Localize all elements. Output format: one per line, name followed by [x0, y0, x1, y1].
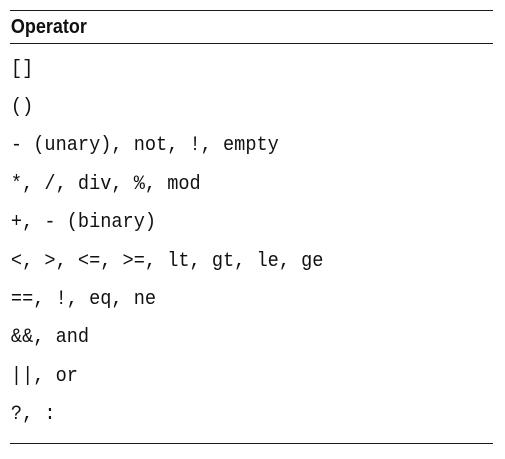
table-row: - (unary), not, !, empty — [10, 127, 493, 165]
operator-text: - (unary), not, !, empty — [10, 134, 279, 158]
top-rule — [10, 10, 493, 11]
operator-rows: [] () - (unary), not, !, empty *, /, div… — [10, 44, 493, 434]
column-header-label: Operator — [10, 15, 87, 38]
operator-text: *, /, div, %, mod — [10, 172, 201, 196]
bottom-rule — [10, 443, 493, 444]
table-row: &&, and — [10, 319, 493, 357]
operator-text: () — [10, 96, 34, 120]
table-row: +, - (binary) — [10, 204, 493, 242]
operator-text: &&, and — [10, 326, 90, 350]
table-row: <, >, <=, >=, lt, gt, le, ge — [10, 242, 493, 280]
operator-text: ==, !, eq, ne — [10, 288, 157, 312]
operator-text: +, - (binary) — [10, 211, 157, 235]
operator-text: <, >, <=, >=, lt, gt, le, ge — [10, 249, 324, 273]
table-row: *, /, div, %, mod — [10, 165, 493, 203]
table-row: [] — [10, 50, 493, 88]
operator-text: ||, or — [10, 364, 78, 388]
table-row: ==, !, eq, ne — [10, 280, 493, 318]
operator-text: ?, : — [10, 403, 56, 427]
operator-text: [] — [10, 57, 34, 81]
column-header: Operator — [10, 11, 493, 44]
table-row: ||, or — [10, 357, 493, 395]
table-row: () — [10, 88, 493, 126]
operator-precedence-table: Operator [] () - (unary), not, !, empty … — [10, 10, 493, 434]
table-row: ?, : — [10, 396, 493, 434]
